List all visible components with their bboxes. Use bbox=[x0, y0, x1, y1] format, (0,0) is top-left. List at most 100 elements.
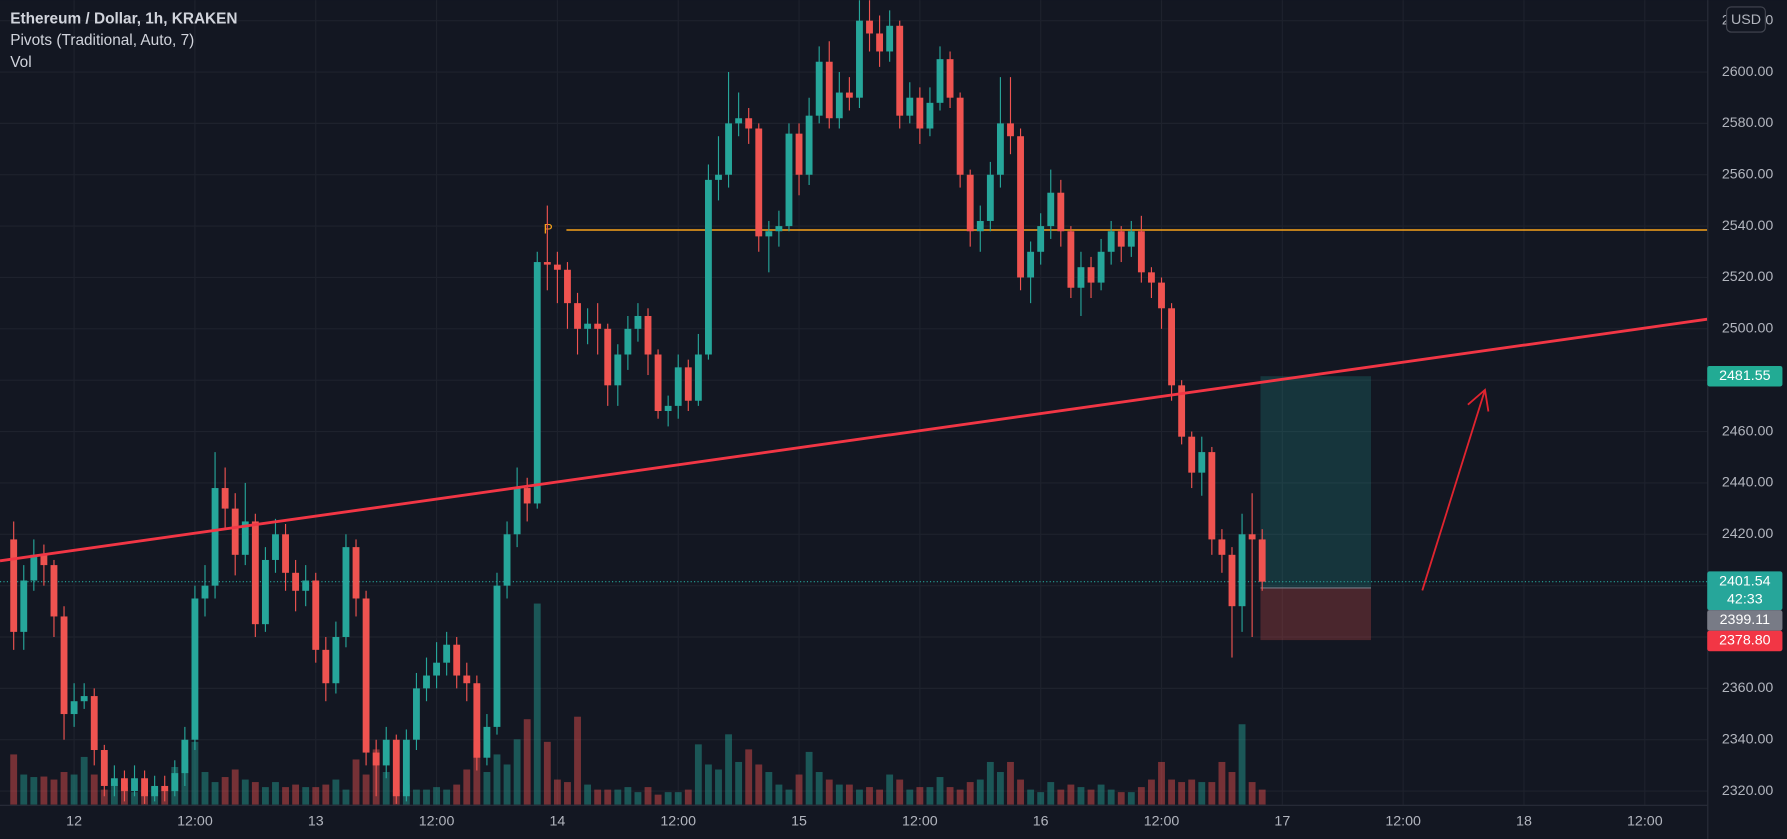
trend-line[interactable] bbox=[0, 317, 1708, 563]
volume-bar bbox=[533, 603, 541, 805]
candle-body bbox=[936, 59, 944, 103]
candle-body bbox=[473, 683, 481, 758]
currency-button[interactable]: USD bbox=[1726, 6, 1766, 33]
volume-bar bbox=[1097, 784, 1105, 805]
volume-bar bbox=[906, 789, 914, 805]
profit-zone bbox=[1260, 376, 1372, 588]
candle-body bbox=[876, 33, 884, 52]
volume-bar bbox=[785, 789, 793, 805]
candle-body bbox=[30, 554, 38, 581]
candle-body bbox=[755, 128, 763, 237]
candle-body bbox=[825, 61, 833, 119]
x-tick-label: 12:00 bbox=[177, 814, 213, 830]
candle-body bbox=[785, 133, 793, 227]
candle-body bbox=[453, 644, 461, 676]
volume-bar bbox=[845, 784, 853, 805]
candle-body bbox=[1158, 282, 1165, 309]
candle-body bbox=[926, 102, 934, 129]
candle-body bbox=[302, 580, 310, 591]
x-tick-label: 12:00 bbox=[1144, 814, 1180, 830]
volume-bar bbox=[815, 772, 823, 805]
candle-body bbox=[956, 97, 964, 175]
candle-body bbox=[50, 565, 58, 617]
volume-bar bbox=[564, 782, 571, 805]
candle-body bbox=[1067, 231, 1075, 288]
candle-body bbox=[201, 585, 209, 599]
volume-bar bbox=[1208, 782, 1216, 805]
volume-bar bbox=[302, 787, 310, 805]
price-tags: 2481.55 2401.54 42:33 2399.11 2378.80 bbox=[1707, 365, 1783, 652]
volume-bar bbox=[1127, 792, 1135, 805]
volume-bar bbox=[433, 787, 440, 805]
volume-bar bbox=[1168, 779, 1175, 805]
volume-bar bbox=[614, 789, 622, 805]
volume-bar bbox=[473, 741, 481, 805]
y-tick-label: 2520.00 bbox=[1722, 269, 1774, 285]
volume-bar bbox=[312, 787, 320, 805]
candle-body bbox=[805, 115, 813, 175]
volume-bar bbox=[493, 754, 501, 805]
volume-bar bbox=[634, 792, 642, 805]
x-tick-label: 12:00 bbox=[419, 814, 455, 830]
volume-bar bbox=[1258, 789, 1266, 805]
volume-bar bbox=[1228, 772, 1236, 805]
volume-bar bbox=[453, 784, 461, 805]
candle-body bbox=[483, 726, 491, 758]
volume-bar bbox=[80, 756, 88, 805]
candle-body bbox=[1057, 192, 1065, 232]
volume-bar bbox=[856, 789, 863, 805]
volume-label[interactable]: Vol bbox=[10, 54, 31, 71]
volume-bar bbox=[996, 772, 1004, 805]
volume-bar bbox=[986, 761, 994, 805]
currency-label[interactable]: USD bbox=[1731, 12, 1761, 28]
candle-body bbox=[191, 598, 199, 740]
volume-bar bbox=[231, 769, 239, 805]
candle-body bbox=[60, 616, 68, 715]
candle-body bbox=[715, 174, 722, 180]
candle-body bbox=[564, 269, 571, 304]
x-tick-label: 12:00 bbox=[902, 814, 938, 830]
entry-price-tag: 2399.11 bbox=[1720, 612, 1770, 628]
volume-bar bbox=[684, 789, 692, 805]
grid bbox=[0, 0, 1708, 805]
volume-bar bbox=[876, 789, 884, 805]
candle-body bbox=[392, 739, 400, 797]
x-tick-label: 12:00 bbox=[660, 814, 696, 830]
currency-button-box[interactable] bbox=[1726, 6, 1766, 33]
y-tick-label: 2440.00 bbox=[1722, 475, 1774, 491]
candle-body bbox=[1228, 554, 1236, 607]
candle-body bbox=[332, 637, 340, 684]
candle-body bbox=[543, 262, 551, 265]
candle-body bbox=[110, 778, 118, 786]
arrow-drawing[interactable] bbox=[1421, 388, 1490, 591]
volume-bar bbox=[765, 772, 773, 805]
candle-body bbox=[402, 739, 410, 797]
candle-body bbox=[533, 262, 541, 504]
volume-bar bbox=[10, 754, 18, 805]
volume-bar bbox=[866, 787, 873, 805]
volume-bar bbox=[674, 792, 682, 805]
volume-bar bbox=[936, 777, 944, 805]
candle-body bbox=[976, 220, 984, 232]
candle-body bbox=[523, 488, 531, 504]
candle-body bbox=[1017, 136, 1024, 278]
volume-bar bbox=[1077, 787, 1085, 805]
volume-bar bbox=[1188, 779, 1196, 805]
candle-body bbox=[372, 752, 380, 766]
loss-zone bbox=[1260, 587, 1372, 641]
volume-bar bbox=[1238, 724, 1246, 805]
symbol-title[interactable]: Ethereum / Dollar, 1h, KRAKEN bbox=[10, 11, 237, 28]
entry-price-tag-box bbox=[1707, 610, 1783, 631]
candle-body bbox=[1037, 226, 1045, 252]
volume-bar bbox=[191, 741, 199, 805]
volume-bar bbox=[644, 787, 652, 805]
candle-body bbox=[141, 778, 149, 797]
volume-bar bbox=[503, 764, 511, 805]
candle-body bbox=[121, 778, 128, 792]
indicator-label[interactable]: Pivots (Traditional, Auto, 7) bbox=[10, 32, 194, 49]
volume-bar bbox=[604, 789, 612, 805]
last-price-tag: 2401.54 bbox=[1719, 573, 1771, 589]
volume-bar bbox=[1248, 782, 1256, 805]
x-tick-label: 17 bbox=[1274, 814, 1290, 830]
volume-bar bbox=[413, 789, 420, 805]
